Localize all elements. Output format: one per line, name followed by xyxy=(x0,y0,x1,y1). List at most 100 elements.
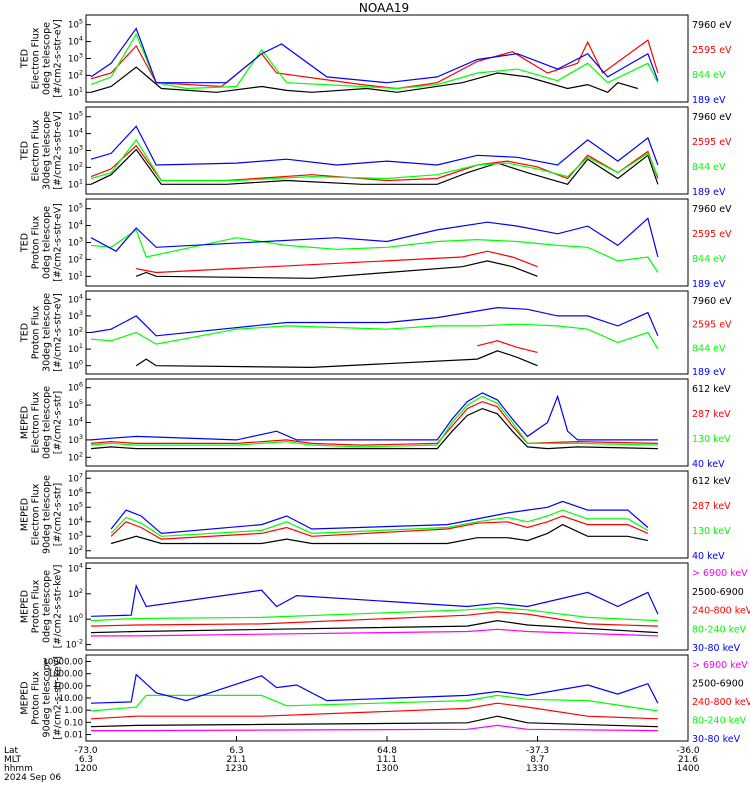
y-tick-label: 104 xyxy=(68,515,83,528)
legend-entry: 844 eV xyxy=(692,343,726,354)
x-tick-label: 1300 xyxy=(376,764,399,774)
series-line-130-kev xyxy=(110,509,649,537)
series-line-2500-6900 xyxy=(90,619,658,634)
y-axis-label: MEPEDProton Flux90deg telescope[#/cm2-s-… xyxy=(20,656,64,740)
legend-entry: 2595 eV xyxy=(692,137,732,148)
series-line-240-800-kev xyxy=(90,702,658,720)
y-tick-label: 0.10 xyxy=(64,718,83,728)
y-axis-label: MEPEDElectron Flux90deg telescope[#/cm2-… xyxy=(20,475,64,554)
y-tick-label: 102 xyxy=(68,68,83,81)
legend-entry: 7960 eV xyxy=(692,112,732,123)
x-tick-label: 21.6 xyxy=(678,755,698,765)
legend-entry: 40 keV xyxy=(692,551,725,562)
y-tick-label: 103 xyxy=(68,144,83,157)
series-line-844-ev xyxy=(90,323,659,350)
panel-frame xyxy=(85,562,689,651)
y-axis-label: TEDElectron Flux30deg telescope[#/cm2-s-… xyxy=(20,111,64,190)
x-tick-label: 1400 xyxy=(677,764,700,774)
series-line-844-ev xyxy=(90,138,659,182)
legend-entry: 7960 eV xyxy=(692,20,732,31)
legend-entry: 2500-6900 xyxy=(692,587,744,598)
y-tick-label: 100.00 xyxy=(53,682,83,692)
y-tick-label: 101 xyxy=(68,85,83,98)
panel-1: 101 102 103 104 105 TEDElectron Flux0deg tele… xyxy=(20,14,732,106)
y-tick-label: 1.00 xyxy=(64,706,83,716)
legend-entry: 287 keV xyxy=(692,501,731,512)
series-line-287-kev xyxy=(110,515,649,540)
y-tick-label: 103 xyxy=(68,52,83,65)
y-tick-label: 103 xyxy=(68,529,83,542)
y-tick-label: 102 xyxy=(68,450,83,463)
y-tick-label: 102 xyxy=(68,252,83,265)
series-line-7960-ev xyxy=(135,260,538,279)
y-tick-label: 104 xyxy=(68,416,83,429)
x-row-label: Lat xyxy=(4,746,19,756)
panel-frame xyxy=(85,378,689,467)
legend-entry: > 6900 keV xyxy=(692,660,748,671)
x-tick-label: 6.3 xyxy=(79,755,93,765)
series-line-2595-ev xyxy=(477,340,538,353)
series-line-130-kev xyxy=(90,395,658,448)
series-line-7960-ev xyxy=(135,350,538,369)
legend-entry: 2595 eV xyxy=(692,229,732,240)
panel-5: 102 103 104 105 106 MEPEDElectron Flux0deg te… xyxy=(20,378,731,470)
y-tick-label: 105 xyxy=(68,202,83,215)
x-tick-label: 1330 xyxy=(526,764,549,774)
y-tick-label: 105 xyxy=(68,18,83,31)
y-tick-label: 104 xyxy=(68,35,83,48)
y-tick-label: 10.00 xyxy=(59,694,83,704)
series-line-240-800-kev xyxy=(90,611,658,627)
panel-2: 101 102 103 104 105 TEDElectron Flux30deg tel… xyxy=(20,106,732,198)
y-tick-label: 104 xyxy=(68,292,83,305)
y-tick-label: 104 xyxy=(68,561,83,574)
series-line-40-kev xyxy=(90,392,658,441)
legend-entry: 240-800 keV xyxy=(692,606,750,617)
series-line-2595-ev xyxy=(136,250,538,274)
y-tick-label: 104 xyxy=(68,219,83,232)
x-row-label: MLT xyxy=(4,755,22,765)
y-tick-label: 106 xyxy=(68,381,83,394)
legend-entry: > 6900 keV xyxy=(692,568,748,579)
y-tick-label: 102 xyxy=(68,587,83,600)
y-tick-label: 102 xyxy=(68,326,83,339)
y-tick-label: 102 xyxy=(68,544,83,557)
y-tick-label: 103 xyxy=(68,236,83,249)
y-tick-label: 100 xyxy=(68,612,83,625)
legend-entry: 7960 eV xyxy=(692,296,732,307)
legend-entry: 80-240 keV xyxy=(692,716,747,727)
legend-entry: 189 eV xyxy=(692,279,726,290)
panel-frame xyxy=(85,290,689,375)
y-axis-label: TEDProton Flux0deg telescope[#/cm2-s-str… xyxy=(20,203,64,282)
legend-entry: 240-800 keV xyxy=(692,697,750,708)
chart-title: NOAA19 xyxy=(359,1,409,15)
y-tick-label: 103 xyxy=(68,309,83,322)
legend-entry: 612 keV xyxy=(692,476,731,487)
x-tick-label: -37.3 xyxy=(526,746,549,756)
series-line-844-ev xyxy=(90,228,659,273)
series-line-189-ev xyxy=(90,27,659,84)
x-tick-label: 6.3 xyxy=(229,746,243,756)
y-tick-label: 105 xyxy=(68,398,83,411)
legend-entry: 189 eV xyxy=(692,95,726,106)
y-axis-label: TEDElectron Flux0deg telescope[#/cm2-s-s… xyxy=(20,19,64,98)
y-tick-label: 101 xyxy=(68,342,83,355)
legend-entry: 844 eV xyxy=(692,162,726,173)
x-tick-label: 64.8 xyxy=(377,746,397,756)
y-tick-label: 107 xyxy=(68,471,83,484)
y-tick-label: 1000.00 xyxy=(48,670,83,680)
y-tick-label: 103 xyxy=(68,433,83,446)
y-axis-label: TEDProton Flux30deg telescope[#/cm2-s-st… xyxy=(20,293,64,372)
legend-entry: 30-80 keV xyxy=(692,734,741,745)
series-line-30-80-kev xyxy=(90,673,659,704)
y-tick-label: 101 xyxy=(68,269,83,282)
x-tick-label: 1230 xyxy=(225,764,248,774)
legend-entry: 844 eV xyxy=(692,70,726,81)
series-line-7960-ev xyxy=(90,148,659,185)
series-line--6900-kev xyxy=(91,628,658,637)
legend-entry: 2595 eV xyxy=(692,320,732,331)
legend-entry: 189 eV xyxy=(692,367,726,378)
series-line-2595-ev xyxy=(90,144,659,182)
